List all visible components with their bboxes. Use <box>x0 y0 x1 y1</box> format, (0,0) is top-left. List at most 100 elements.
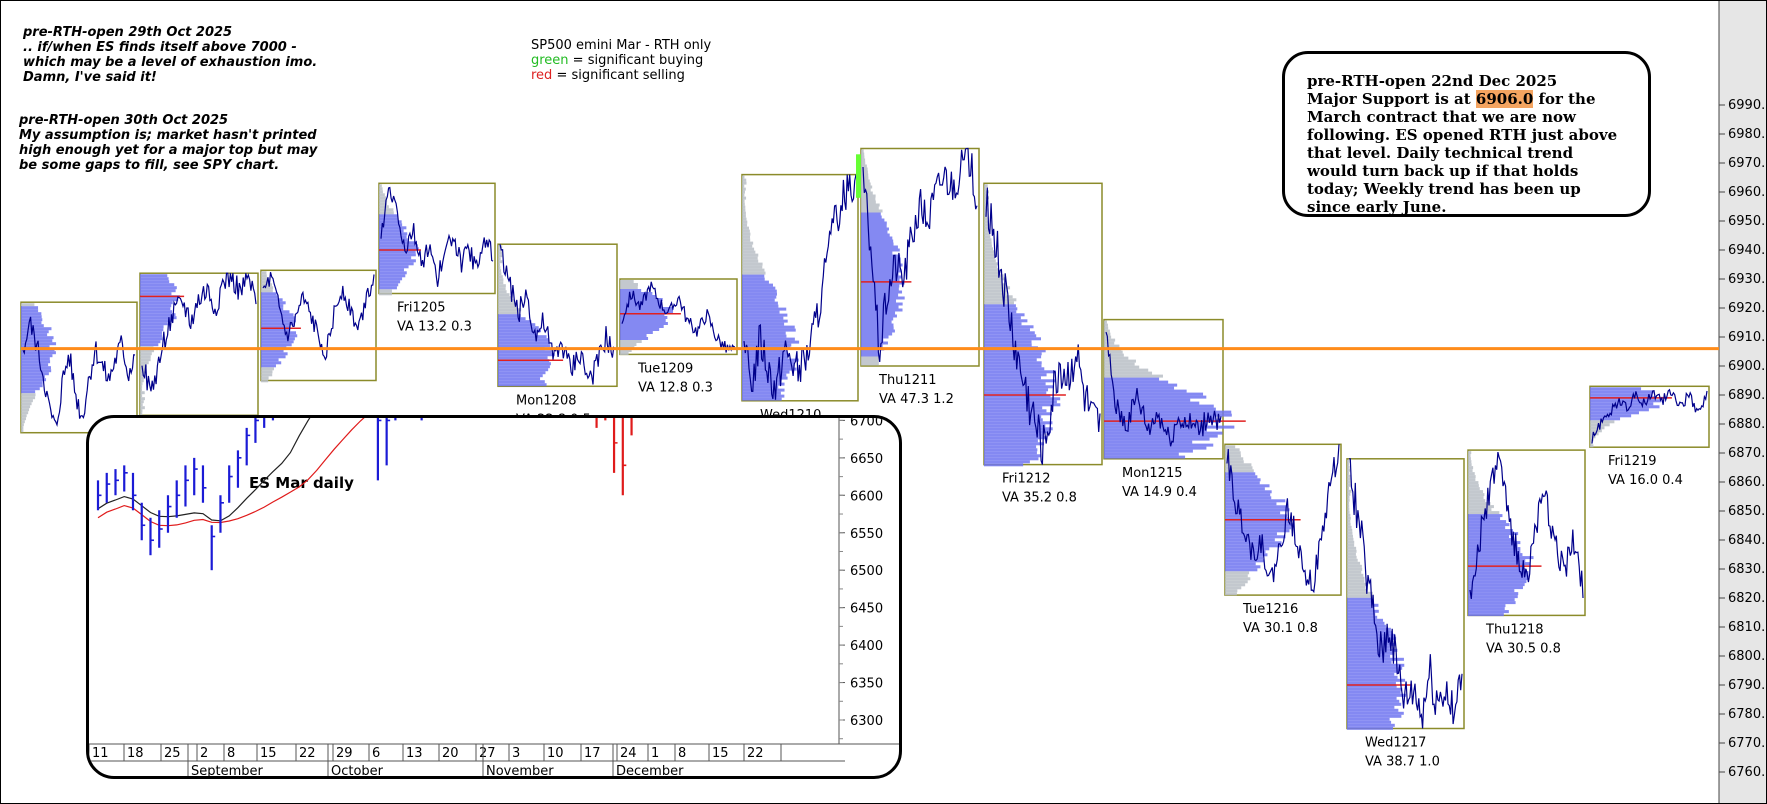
volume-profile-bar <box>742 226 749 230</box>
volume-profile-bar <box>984 451 1037 455</box>
daily-y-tick-label: 6650 <box>850 452 883 467</box>
session-label: Tue1209 <box>637 361 693 376</box>
volume-profile-bar <box>1468 472 1475 476</box>
daily-bar <box>604 418 607 421</box>
volume-profile-bar <box>1225 538 1275 542</box>
volume-profile-bar <box>1347 705 1395 709</box>
volume-profile-bar <box>261 355 286 359</box>
volume-profile-bar <box>379 259 416 263</box>
volume-profile-bar <box>21 339 53 343</box>
volume-profile-bar <box>1468 574 1529 578</box>
daily-bar <box>245 427 251 466</box>
volume-profile-bar <box>1347 546 1357 550</box>
volume-profile-bar <box>498 374 543 378</box>
volume-profile-bar <box>1347 552 1356 556</box>
volume-profile-bar <box>140 325 164 329</box>
volume-profile-bar <box>1225 517 1289 521</box>
volume-profile-bar <box>984 217 988 221</box>
session-va-label: VA 12.8 0.3 <box>638 380 713 395</box>
volume-profile-bar <box>498 362 551 366</box>
daily-bar <box>420 418 423 421</box>
volume-profile-bar <box>21 303 35 307</box>
volume-profile-bar <box>984 298 1017 302</box>
volume-profile-bar <box>1347 612 1376 616</box>
session-pre1 <box>20 301 138 434</box>
volume-profile-bar <box>742 334 787 338</box>
volume-profile-bar <box>1590 390 1654 394</box>
volume-profile-bar <box>1225 556 1264 560</box>
volume-profile-bar <box>1347 525 1352 529</box>
volume-profile-bar <box>1104 425 1235 429</box>
volume-profile-bar <box>620 310 674 313</box>
volume-profile-bar <box>984 427 1053 431</box>
volume-profile-bar <box>861 341 888 345</box>
volume-profile-bar <box>140 280 170 284</box>
volume-profile-bar <box>1347 477 1351 481</box>
volume-profile-bar <box>1590 411 1639 415</box>
volume-profile-bar <box>861 338 884 342</box>
volume-profile-bar <box>261 325 291 329</box>
volume-profile-bar <box>861 281 905 285</box>
volume-profile-bar <box>742 325 795 329</box>
volume-profile-bar <box>861 239 894 243</box>
volume-profile-bar <box>1347 690 1401 694</box>
volume-profile-bar <box>1468 550 1521 554</box>
volume-profile-bar <box>1347 555 1357 559</box>
volume-profile-bar <box>1104 374 1163 378</box>
session-label: Tue1216 <box>1242 602 1298 617</box>
volume-profile-bar <box>1347 567 1363 571</box>
volume-profile-bar <box>1468 478 1476 482</box>
volume-profile-bar <box>379 205 389 209</box>
volume-profile-bar <box>984 253 996 257</box>
volume-profile-bar <box>498 383 547 387</box>
volume-profile-bar <box>742 268 765 272</box>
volume-profile-bar <box>140 292 172 296</box>
volume-profile-bar <box>984 232 991 236</box>
volume-profile-bar <box>261 328 291 332</box>
volume-profile-bar <box>984 454 1041 458</box>
volume-profile-bar <box>498 365 550 369</box>
volume-profile-bar <box>742 235 751 239</box>
volume-profile-bar <box>1104 422 1208 426</box>
session-pre3 <box>260 269 377 383</box>
price-tick-label: 6950.0 <box>1728 214 1767 229</box>
volume-profile-bar <box>742 208 746 212</box>
volume-profile-bar <box>1468 457 1471 461</box>
volume-profile-bar <box>620 286 638 289</box>
volume-profile-bar <box>984 376 1041 380</box>
volume-profile-bar <box>1590 408 1649 412</box>
volume-profile-bar <box>1104 449 1193 453</box>
volume-profile-bar <box>984 313 1025 317</box>
volume-profile-bar <box>1347 708 1399 712</box>
volume-profile-bar <box>984 301 1014 305</box>
volume-profile-bar <box>984 430 1051 434</box>
volume-profile-bar <box>1347 645 1390 649</box>
daily-bar <box>158 510 163 548</box>
daily-y-tick-label: 6450 <box>850 602 883 617</box>
volume-profile-bar <box>620 349 632 352</box>
volume-profile-bar <box>984 319 1028 323</box>
volume-profile-bar <box>742 295 777 299</box>
volume-profile-bar <box>1468 592 1519 596</box>
volume-profile-bar <box>861 302 903 306</box>
volume-profile-bar <box>498 287 506 291</box>
volume-profile-bar <box>498 377 541 381</box>
volume-profile-bar <box>379 235 407 239</box>
volume-profile-bar <box>261 331 297 335</box>
volume-profile-bar <box>984 403 1061 407</box>
price-tick-label: 6940.0 <box>1728 243 1767 258</box>
price-path <box>22 316 136 427</box>
volume-profile-bar <box>261 334 298 338</box>
daily-x-tick-label: 25 <box>164 746 181 761</box>
volume-profile-bar <box>1347 486 1350 490</box>
volume-profile-bar <box>861 227 889 231</box>
volume-profile-bar <box>742 283 773 287</box>
volume-profile-bar <box>861 263 903 267</box>
volume-profile-bar <box>1225 535 1286 539</box>
session-Thu1218 <box>1467 449 1586 617</box>
volume-profile-bar <box>984 424 1046 428</box>
volume-profile-bar <box>140 361 149 365</box>
volume-profile-bar <box>1468 499 1486 503</box>
volume-profile-bar <box>1468 553 1523 557</box>
